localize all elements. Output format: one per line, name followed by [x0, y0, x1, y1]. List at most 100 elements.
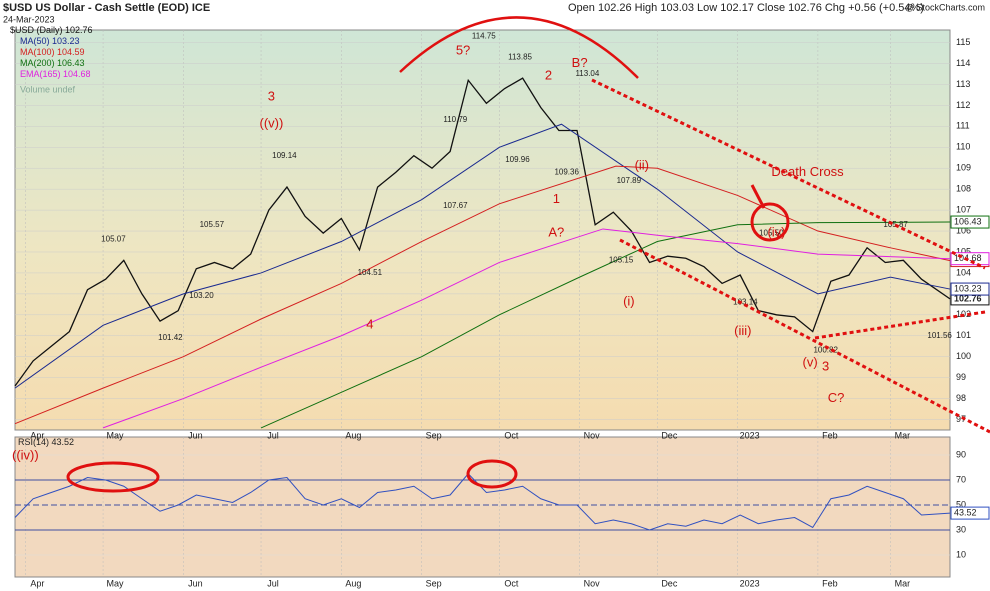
legend-value: 106.43 [57, 58, 85, 68]
highlight-circle [750, 202, 790, 242]
price-label: 101.42 [158, 333, 183, 342]
x-tick-label: Jun [188, 430, 203, 440]
series-line [14, 123, 951, 389]
credit: @ StockCharts.com [905, 2, 985, 12]
x-tick-label: Oct [504, 430, 519, 440]
legend-name: MA(50) [20, 36, 50, 46]
price-label: 107.89 [617, 176, 642, 185]
wave-label: 4 [366, 317, 373, 332]
legend-entry: $USD (Daily) 102.76 [10, 25, 93, 35]
wave-label: (iii) [734, 323, 751, 338]
y-tick-label: 109 [956, 163, 971, 173]
trend-line [591, 78, 986, 270]
legend-value: 102.76 [65, 25, 93, 35]
x-tick-label: Dec [661, 430, 678, 440]
highlight-circle [466, 459, 518, 489]
y-tick-label: 30 [956, 524, 966, 534]
legend-entry: MA(50) 103.23 [20, 36, 80, 46]
y-tick-label: 98 [956, 393, 966, 403]
x-tick-label: 2023 [740, 430, 760, 440]
legend-name: MA(100) [20, 47, 55, 57]
wave-label: 3 [822, 359, 829, 374]
x-tick-label: Jul [267, 578, 279, 588]
x-tick-label: Aug [345, 578, 361, 588]
x-tick-label: Apr [30, 578, 44, 588]
y-tick-label: 110 [956, 142, 970, 152]
y-tick-label: 107 [956, 204, 971, 214]
value-tag [950, 215, 990, 229]
value-tag-label: 103.23 [954, 283, 982, 293]
y-tick-label: 101 [956, 330, 971, 340]
rsi-note: ((iv)) [12, 447, 39, 462]
x-tick-label: Apr [30, 430, 44, 440]
price-label: 114.75 [472, 31, 496, 40]
wave-label: 2 [545, 68, 552, 83]
x-tick-label: May [107, 430, 125, 440]
y-tick-label: 112 [956, 100, 970, 110]
y-tick-label: 97 [956, 414, 966, 424]
wave-label: A? [548, 225, 564, 240]
x-tick-label: Nov [584, 430, 601, 440]
price-label: 103.20 [189, 291, 214, 300]
y-tick-label: 104 [956, 267, 971, 277]
y-tick-label: 108 [956, 184, 971, 194]
wave-label: B? [572, 55, 588, 70]
trend-line [814, 310, 986, 340]
y-tick-label: 99 [956, 372, 966, 382]
price-label: 101.56 [927, 331, 952, 340]
price-label: 113.04 [575, 69, 599, 78]
y-tick-label: 114 [956, 58, 970, 68]
rsi-value: 43.52 [52, 437, 75, 447]
value-tag [950, 506, 990, 520]
value-tag [950, 282, 990, 296]
x-tick-label: Feb [822, 430, 838, 440]
x-tick-label: Feb [822, 578, 838, 588]
legend-name: EMA(165) [20, 69, 61, 79]
price-label: 107.67 [443, 201, 468, 210]
wave-label: (ii) [635, 158, 649, 173]
series-line [14, 77, 951, 387]
wave-label: (i) [623, 294, 635, 309]
x-tick-label: Jun [188, 578, 203, 588]
price-label: 105.07 [101, 235, 126, 244]
highlight-circle [66, 461, 160, 493]
y-tick-label: 111 [956, 121, 970, 131]
subtitle: 24-Mar-2023 [3, 14, 55, 24]
rsi-legend: RSI(14) 43.52 [18, 437, 74, 447]
legend-value: 104.59 [57, 47, 85, 57]
price-label: 113.85 [508, 52, 532, 61]
value-tag-label: 102.76 [954, 293, 982, 303]
title: $USD US Dollar - Cash Settle (EOD) ICE [3, 2, 210, 14]
price-panel [14, 29, 951, 431]
price-label: 100.82 [813, 346, 838, 355]
y-tick-label: 10 [956, 549, 966, 559]
value-tag-label: 43.52 [954, 507, 977, 517]
x-tick-label: Mar [895, 430, 911, 440]
annotations [66, 16, 990, 493]
x-tick-label: Sep [426, 578, 442, 588]
price-label: 109.96 [505, 155, 530, 164]
price-label: 103.14 [733, 297, 758, 306]
y-tick-label: 70 [956, 474, 966, 484]
x-tick-label: Sep [426, 430, 442, 440]
y-tick-label: 90 [956, 449, 966, 459]
series-line [14, 165, 951, 425]
series-line [260, 221, 951, 429]
x-tick-label: Aug [345, 430, 361, 440]
legend-name: $USD (Daily) [10, 25, 63, 35]
price-label: 105.50 [759, 228, 784, 237]
legend-entry: MA(100) 104.59 [20, 47, 85, 57]
y-tick-label: 105 [956, 246, 971, 256]
volume-note: Volume undef [20, 84, 76, 94]
x-tick-label: May [107, 578, 125, 588]
wave-label: 5? [456, 42, 470, 57]
wave-label: 3 [268, 88, 275, 103]
value-tag-label: 104.68 [954, 253, 982, 263]
rsi-name: RSI(14) [18, 437, 49, 447]
arrow [750, 184, 766, 209]
x-tick-label: 2023 [740, 578, 760, 588]
x-tick-label: Dec [661, 578, 678, 588]
y-tick-label: 100 [956, 351, 971, 361]
price-label: 104.51 [358, 268, 383, 277]
rsi-panel [14, 436, 951, 578]
